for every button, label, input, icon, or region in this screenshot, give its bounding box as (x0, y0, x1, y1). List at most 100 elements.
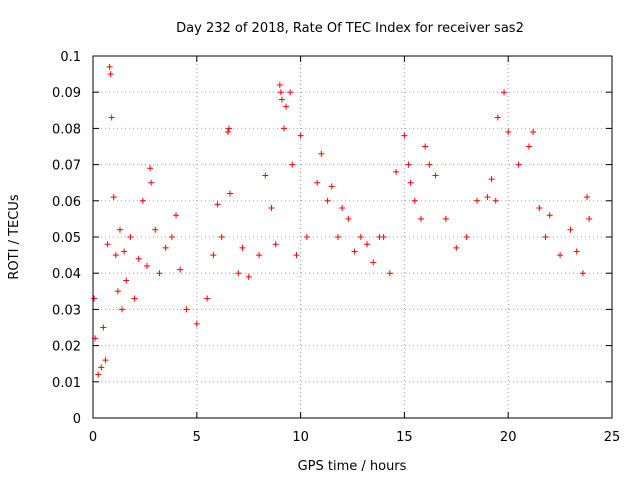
data-point (276, 81, 283, 88)
data-point (148, 179, 155, 186)
data-point (542, 234, 549, 240)
y-tick-label: 0.04 (52, 267, 81, 282)
data-point (162, 244, 169, 251)
x-tick-label: 10 (292, 430, 309, 445)
data-point (100, 324, 107, 331)
data-point (380, 234, 387, 240)
data-point (287, 89, 294, 96)
y-axis-label: ROTI / TECUs (7, 194, 22, 279)
data-point (546, 212, 553, 219)
data-point (143, 262, 150, 269)
data-point (351, 248, 358, 255)
grid-lines (93, 56, 612, 418)
data-point (152, 226, 159, 233)
data-point (463, 234, 470, 240)
x-tick-label: 0 (89, 430, 97, 445)
data-point (567, 226, 574, 233)
data-point (345, 215, 352, 222)
data-point (488, 176, 495, 183)
data-point (494, 114, 501, 121)
x-tick-label: 20 (500, 430, 517, 445)
y-tick-label: 0.05 (52, 231, 81, 246)
data-point (328, 183, 335, 190)
data-point (139, 197, 146, 204)
data-point (214, 201, 221, 208)
data-point (131, 295, 138, 302)
y-tick-label: 0 (73, 412, 81, 427)
data-point (147, 165, 154, 172)
data-point (584, 194, 591, 201)
data-point (515, 161, 522, 168)
data-point (135, 255, 142, 262)
data-point (239, 244, 246, 251)
data-point (579, 270, 586, 277)
data-point (193, 320, 200, 327)
x-tick-label: 25 (604, 430, 621, 445)
data-point (156, 270, 163, 277)
data-point (204, 295, 211, 302)
data-point (303, 234, 310, 240)
data-point (586, 215, 593, 222)
data-point (411, 197, 418, 204)
data-point (557, 252, 564, 259)
data-point (168, 234, 175, 240)
data-point (393, 168, 400, 175)
y-tick-label: 0.03 (52, 303, 81, 318)
data-point (484, 194, 491, 201)
data-point (530, 129, 537, 136)
data-point (114, 288, 121, 295)
x-tick-labels: 0 5 10 15 20 25 (89, 430, 620, 445)
data-point (318, 150, 325, 157)
data-point (116, 226, 123, 233)
data-point (324, 197, 331, 204)
data-point (107, 71, 114, 78)
data-point (91, 295, 98, 302)
data-point (474, 197, 481, 204)
data-point (501, 89, 508, 96)
data-point (297, 132, 304, 139)
data-point (314, 179, 321, 186)
data-point (173, 212, 180, 219)
data-point (218, 234, 225, 240)
data-point (442, 215, 449, 222)
y-tick-label: 0.07 (52, 159, 81, 174)
x-axis-label: GPS time / hours (298, 459, 407, 474)
y-tick-labels: 0 0.01 0.02 0.03 0.04 0.05 0.06 0.07 0.08 0.09 0.1 (52, 50, 81, 427)
data-point (536, 205, 543, 212)
data-point (95, 371, 102, 378)
x-tick-label: 15 (396, 430, 413, 445)
data-points (91, 63, 593, 378)
data-point (422, 143, 429, 150)
data-point (334, 234, 341, 240)
data-point (386, 270, 393, 277)
data-point (278, 96, 285, 103)
axis-ticks (92, 55, 613, 419)
x-tick-label: 5 (193, 430, 201, 445)
data-point (370, 259, 377, 266)
data-point (357, 234, 364, 240)
data-point (339, 205, 346, 212)
data-point (119, 306, 126, 313)
data-point (224, 129, 231, 136)
data-point (227, 190, 234, 197)
data-point (401, 132, 408, 139)
data-point (277, 89, 284, 96)
data-point (280, 125, 287, 132)
data-point (407, 179, 414, 186)
data-point (268, 205, 275, 212)
data-point (405, 161, 412, 168)
data-point (426, 161, 433, 168)
y-tick-label: 0.02 (52, 340, 81, 355)
data-point (293, 252, 300, 259)
data-point (112, 252, 119, 259)
y-tick-label: 0.06 (52, 195, 81, 210)
data-point (210, 252, 217, 259)
data-point (108, 114, 115, 121)
data-point (102, 357, 109, 364)
y-tick-label: 0.01 (52, 376, 81, 391)
data-point (177, 266, 184, 273)
data-point (225, 125, 232, 132)
data-point (110, 194, 117, 201)
data-point (98, 364, 105, 371)
